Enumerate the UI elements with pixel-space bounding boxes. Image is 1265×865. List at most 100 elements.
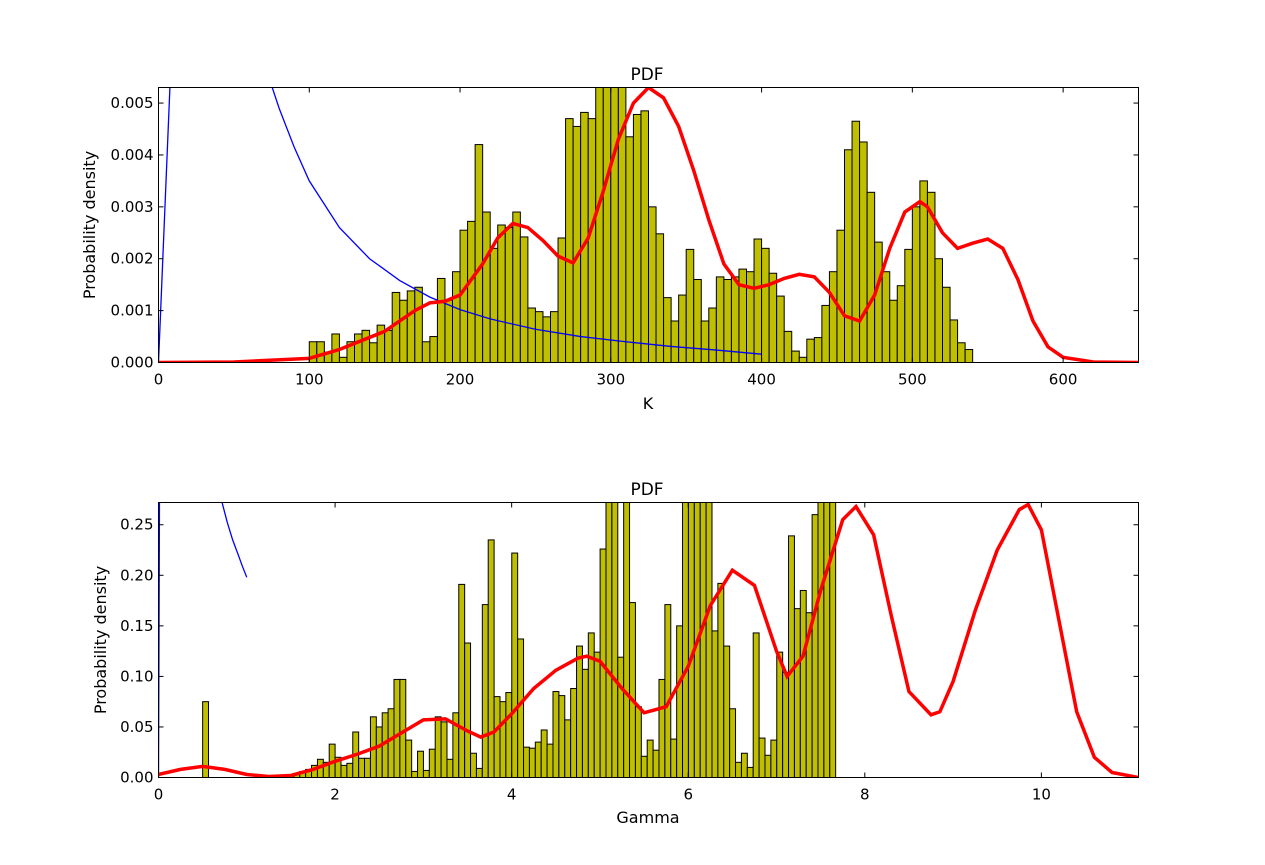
gamma-histogram-bar (481, 604, 489, 778)
k-histogram-bar (602, 87, 612, 363)
gamma-histogram-bar (740, 752, 748, 778)
k-histogram-bar (482, 211, 491, 363)
gamma-histogram-bar (758, 737, 766, 778)
k-kde-curve (158, 87, 1139, 363)
k-histogram-bar (587, 118, 597, 363)
gamma-histogram-bar (505, 692, 513, 778)
k-histogram-bar (791, 350, 800, 363)
k-histogram-bar (693, 278, 702, 363)
k-histogram-bar (467, 220, 476, 363)
gamma-histogram-bar (499, 701, 507, 778)
k-histogram-bar (384, 329, 393, 363)
k-histogram-bar (474, 144, 484, 363)
gamma-histogram-bar (387, 708, 395, 778)
k-histogram-bar (874, 241, 883, 363)
k-lines (158, 87, 1139, 363)
k-x-tick-label: 400 (747, 371, 776, 389)
gamma-histogram-bar (428, 748, 436, 778)
k-histogram-bar (429, 336, 438, 363)
gamma-histogram-bar (434, 716, 442, 778)
k-histogram-bar (632, 113, 642, 363)
k-histogram-bar (942, 286, 951, 363)
k-x-axis-label: K (643, 394, 654, 413)
k-histogram-bar (436, 277, 446, 363)
k-x-tick-label: 0 (154, 371, 164, 389)
gamma-histogram-bar (399, 678, 407, 778)
gamma-histogram-bar (487, 539, 495, 778)
gamma-histogram-bar (570, 688, 578, 778)
gamma-x-tick-label: 0 (154, 786, 164, 804)
gamma-histogram-bar (340, 764, 348, 778)
gamma-histogram-bar (799, 589, 807, 778)
gamma-y-tick-label: 0.00 (120, 769, 153, 787)
k-histogram-bar (625, 136, 634, 363)
gamma-x-tick-label: 8 (860, 786, 870, 804)
gamma-histogram-bar (788, 535, 795, 778)
k-histogram-bar (670, 320, 680, 363)
gamma-histogram-bar (587, 632, 595, 778)
k-histogram-bar (489, 247, 499, 363)
k-histogram-bar (889, 299, 898, 363)
gamma-histogram-bar (540, 729, 548, 778)
gamma-kde-curve (158, 502, 1139, 778)
gamma-histogram-bar (422, 769, 430, 778)
gamma-histogram-bar (617, 656, 625, 778)
k-x-tick-label: 300 (596, 371, 625, 389)
k-histogram-bar (753, 238, 763, 363)
gamma-histogram-bar (658, 678, 666, 778)
gamma-histogram-bar (511, 552, 519, 778)
k-histogram-bar (678, 294, 687, 363)
gamma-x-tick-label: 10 (1032, 786, 1051, 804)
gamma-histogram-bar (705, 502, 713, 778)
gamma-histogram-bar (652, 749, 660, 778)
gamma-histogram-bar (776, 651, 784, 778)
k-histogram-bar (738, 268, 748, 363)
gamma-histogram-bar (464, 642, 472, 778)
k-y-tick-label: 0.003 (111, 198, 154, 216)
k-histogram-bar (610, 87, 619, 363)
k-histogram-bar (813, 337, 823, 363)
gamma-histogram-bar (793, 608, 801, 778)
gamma-histogram-bar (581, 668, 589, 778)
gamma-plot-title: PDF (630, 480, 663, 500)
k-y-tick-label: 0.002 (111, 250, 154, 268)
gamma-histogram-bar (646, 739, 654, 778)
k-histogram-bar (648, 206, 657, 363)
gamma-y-tick-label: 0.15 (120, 617, 153, 635)
gamma-histogram-bar (823, 502, 831, 778)
gamma-histogram-bar (782, 671, 790, 778)
k-histogram-bar (776, 295, 785, 363)
k-histogram-bar (828, 271, 838, 363)
gamma-histogram-bar (440, 721, 448, 778)
gamma-histogram-bar (746, 766, 754, 778)
k-y-tick-label: 0.005 (111, 94, 154, 112)
gamma-histogram-bar (546, 743, 554, 778)
k-histogram-bar (821, 304, 830, 363)
k-y-tick-label: 0.000 (111, 354, 154, 372)
k-histogram (308, 87, 974, 363)
gamma-histogram-bar (523, 746, 530, 778)
gamma-histogram-bar (752, 632, 760, 778)
k-histogram-bar (798, 356, 808, 363)
k-histogram-bar (421, 341, 431, 363)
gamma-histogram-bar (829, 502, 837, 778)
gamma-histogram-bar (640, 755, 648, 778)
gamma-histogram-bar (393, 678, 401, 778)
gamma-histogram-bar (417, 750, 424, 778)
gamma-histogram-bar (605, 502, 613, 778)
gamma-histogram-bar (664, 604, 672, 778)
gamma-histogram-bar (411, 770, 419, 778)
gamma-histogram-bar (764, 754, 772, 778)
k-pdf-plot: PDF 0 100 200 300 400 500 600 0.000 0.001 0.002 0.… (80, 65, 1139, 413)
k-histogram-bar (414, 286, 423, 363)
k-histogram-bar (512, 211, 521, 363)
k-histogram-bar (911, 206, 921, 363)
gamma-histogram-bar (346, 762, 354, 778)
k-histogram-bar (497, 224, 506, 363)
gamma-y-tick-label: 0.05 (120, 718, 153, 736)
gamma-x-tick-label: 2 (330, 786, 340, 804)
gamma-histogram-bar (623, 502, 631, 778)
k-histogram-bar (565, 118, 574, 363)
k-histogram-bar (595, 87, 604, 363)
